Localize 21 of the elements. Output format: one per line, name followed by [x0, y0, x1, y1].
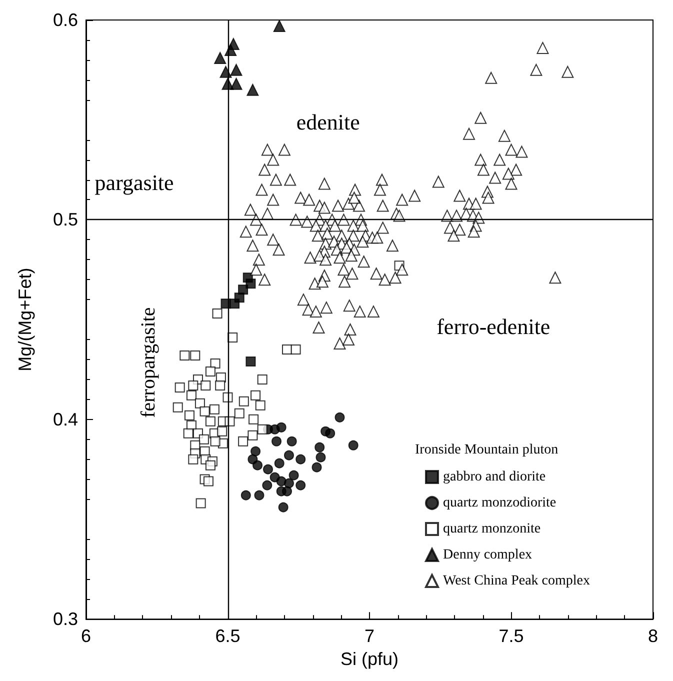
- y-tick-label: 0.3: [52, 609, 78, 630]
- legend-label: quartz monzonite: [443, 522, 541, 536]
- y-tick-label: 0.5: [52, 210, 78, 230]
- legend-label: gabbro and diorite: [443, 470, 546, 484]
- annotation: edenite: [296, 110, 360, 135]
- x-tick-label: 6.5: [215, 626, 240, 646]
- legend-label: Denny complex: [443, 548, 532, 562]
- annotation: pargasite: [94, 170, 174, 195]
- annotation: ferropargasite: [138, 307, 160, 418]
- legend-title: Ironside Mountain pluton: [415, 442, 558, 458]
- x-tick-label: 7.5: [498, 626, 524, 646]
- legend-label: quartz monzodiorite: [443, 496, 556, 510]
- x-tick-label: 6: [80, 626, 92, 646]
- x-tick-label: 7: [364, 626, 375, 646]
- x-axis-title: Si (pfu): [340, 649, 399, 669]
- y-tick-label: 0.4: [52, 409, 78, 430]
- y-axis-title: Mg/(Mg+Fet): [15, 268, 35, 372]
- annotation: ferro-edenite: [436, 314, 550, 340]
- x-tick-label: 8: [648, 626, 658, 646]
- y-tick-label: 0.6: [52, 10, 78, 30]
- legend-label: West China Peak complex: [443, 574, 590, 588]
